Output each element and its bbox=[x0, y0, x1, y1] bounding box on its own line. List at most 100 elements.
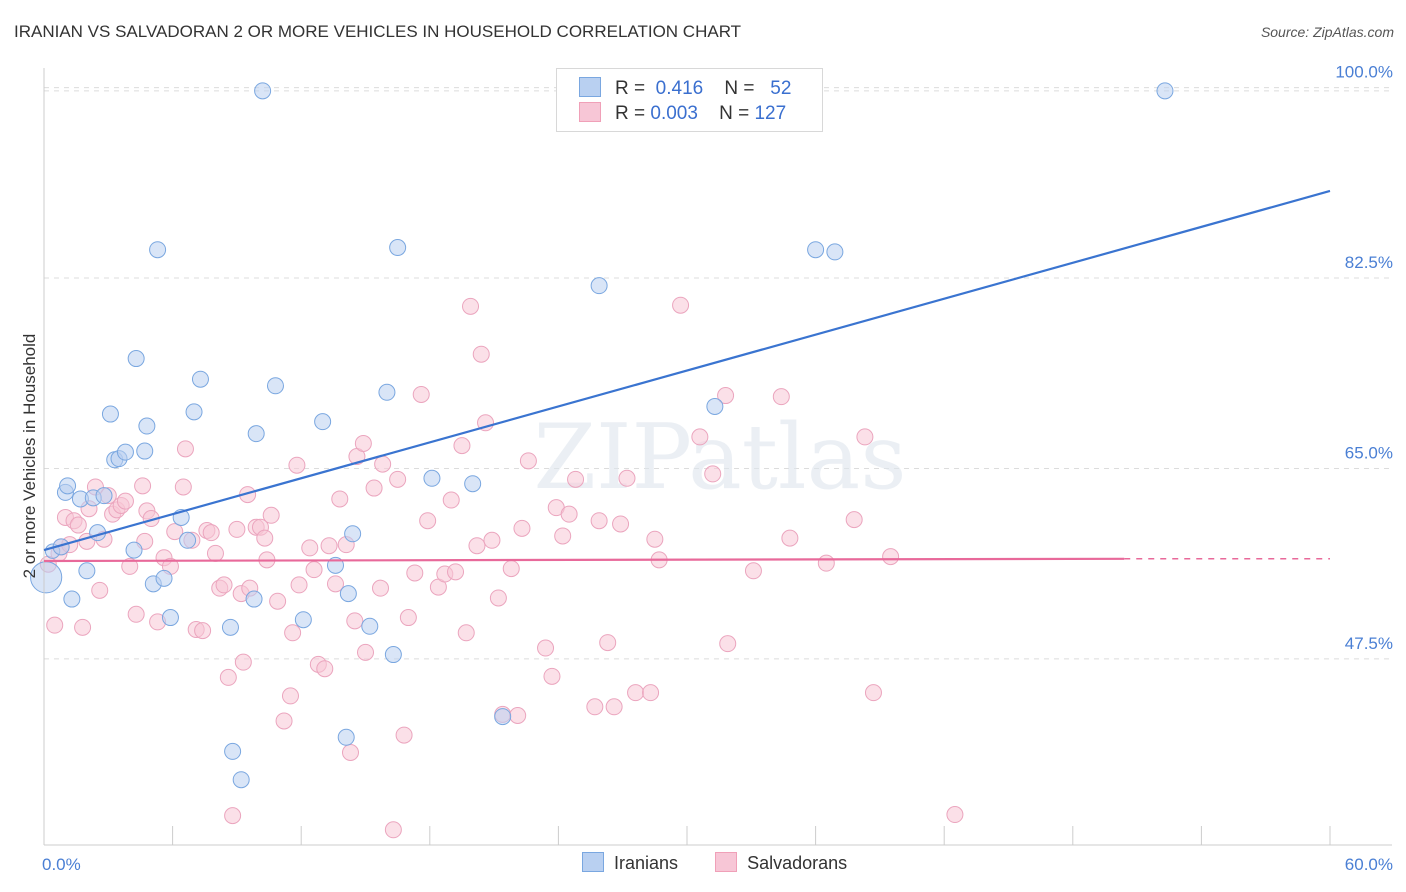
salvadoran-point bbox=[202, 524, 220, 542]
iranian-point bbox=[125, 541, 143, 559]
r-label: R = bbox=[615, 78, 646, 99]
salvadoran-point bbox=[399, 609, 417, 627]
salvadoran-point bbox=[176, 440, 194, 458]
salvadoran-point bbox=[864, 684, 882, 702]
points-layer bbox=[30, 82, 1174, 839]
salvadoran-point bbox=[468, 537, 486, 555]
salvadoran-point bbox=[284, 624, 302, 642]
salvadorans-swatch bbox=[579, 102, 601, 122]
iranian-point bbox=[232, 771, 250, 789]
salvadoran-point bbox=[166, 523, 184, 541]
r-value: 0.003 bbox=[650, 103, 698, 124]
iranian-point bbox=[706, 397, 724, 415]
salvadoran-point bbox=[127, 605, 145, 623]
watermark: ZIPatlas bbox=[533, 405, 906, 510]
salvadoran-point bbox=[442, 491, 460, 509]
salvadoran-point bbox=[845, 511, 863, 529]
salvadoran-point bbox=[354, 434, 372, 452]
salvadoran-point bbox=[453, 437, 471, 455]
salvadoran-point bbox=[234, 653, 252, 671]
salvadoran-point bbox=[537, 639, 555, 657]
iranian-point bbox=[423, 469, 441, 487]
salvadoran-point bbox=[372, 579, 390, 597]
iranian-point bbox=[136, 442, 154, 460]
iranian-point bbox=[344, 525, 362, 543]
iranian-point bbox=[384, 646, 402, 664]
salvadoran-point bbox=[590, 512, 608, 530]
salvadoran-point bbox=[374, 455, 392, 473]
salvadoran-point bbox=[174, 478, 192, 496]
y-tick-label: 82.5% bbox=[1345, 253, 1393, 272]
y-tick-label: 100.0% bbox=[1335, 63, 1393, 82]
salvadoran-point bbox=[646, 530, 664, 548]
iranian-point bbox=[294, 611, 312, 629]
salvadoran-point bbox=[269, 592, 287, 610]
salvadoran-point bbox=[275, 712, 293, 730]
iranian-point bbox=[155, 569, 173, 587]
iranian-point bbox=[149, 241, 167, 259]
salvadoran-point bbox=[395, 726, 413, 744]
y-tick-label: 65.0% bbox=[1345, 443, 1393, 462]
iranian-point bbox=[78, 562, 96, 580]
salvadoran-point bbox=[704, 465, 722, 483]
salvadoran-point bbox=[228, 520, 246, 538]
iranian-point bbox=[161, 609, 179, 627]
salvadoran-point bbox=[554, 527, 572, 545]
salvadoran-point bbox=[513, 519, 531, 537]
salvadoran-point bbox=[69, 516, 87, 534]
salvadoran-point bbox=[121, 557, 139, 575]
iranian-point bbox=[464, 475, 482, 493]
axis-layer: 47.5% 65.0% 82.5% 100.0% 0.0% 60.0% bbox=[42, 63, 1393, 874]
salvadoran-point bbox=[489, 589, 507, 607]
salvadoran-point bbox=[74, 618, 92, 636]
salvadoran-point bbox=[691, 428, 709, 446]
salvadoran-point bbox=[389, 470, 407, 488]
salvadoran-point bbox=[457, 624, 475, 642]
salvadoran-point bbox=[483, 531, 501, 549]
salvadoran-point bbox=[605, 698, 623, 716]
iranians-swatch bbox=[579, 77, 601, 97]
salvadorans-swatch bbox=[715, 852, 738, 872]
salvadoran-point bbox=[346, 612, 364, 630]
salvadoran-point bbox=[447, 563, 465, 581]
salvadoran-point bbox=[719, 635, 737, 653]
salvadoran-point bbox=[331, 490, 349, 508]
salvadoran-point bbox=[772, 388, 790, 406]
salvadoran-point bbox=[627, 684, 645, 702]
salvadoran-point bbox=[194, 622, 212, 640]
iranian-point bbox=[245, 590, 263, 608]
iranian-point bbox=[179, 531, 197, 549]
salvadoran-point bbox=[46, 616, 64, 634]
legend-row-iranians: R = 0.416 N = 52 bbox=[579, 77, 791, 101]
grid-layer bbox=[44, 87, 1392, 660]
salvadoran-point bbox=[301, 539, 319, 557]
salvadoran-point bbox=[91, 581, 109, 599]
salvadoran-point bbox=[281, 687, 299, 705]
salvadoran-point bbox=[599, 634, 617, 652]
iranian-point bbox=[127, 350, 145, 368]
salvadoran-point bbox=[509, 707, 527, 724]
iranian-point bbox=[116, 443, 134, 461]
salvadoran-point bbox=[618, 469, 636, 487]
iranian-point bbox=[266, 377, 284, 395]
salvadoran-point bbox=[224, 807, 242, 825]
legend-item-iranians: Iranians bbox=[582, 852, 678, 874]
salvadoran-point bbox=[419, 512, 437, 530]
iranian-point bbox=[101, 405, 119, 423]
salvadoran-point bbox=[586, 698, 604, 716]
iranian-point bbox=[494, 708, 512, 726]
legend-row-salvadorans: R = 0.003 N = 127 bbox=[579, 102, 786, 126]
r-label: R = bbox=[615, 103, 646, 124]
salvadoran-point bbox=[412, 385, 430, 403]
iranian-point bbox=[247, 425, 265, 443]
salvadoran-point bbox=[519, 452, 537, 470]
iranians-trendline bbox=[43, 189, 1331, 552]
iranian-point bbox=[63, 590, 81, 608]
salvadoran-point bbox=[262, 506, 280, 524]
chart-title: IRANIAN VS SALVADORAN 2 OR MORE VEHICLES… bbox=[14, 22, 742, 41]
iranian-point bbox=[337, 728, 355, 746]
salvadoran-point bbox=[256, 529, 274, 547]
iranian-point bbox=[807, 241, 825, 259]
x-tick-label: 60.0% bbox=[1345, 855, 1393, 874]
